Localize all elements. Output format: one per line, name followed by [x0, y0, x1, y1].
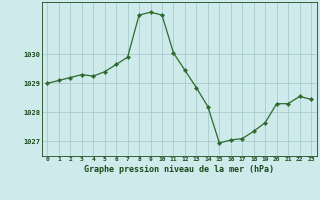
X-axis label: Graphe pression niveau de la mer (hPa): Graphe pression niveau de la mer (hPa)	[84, 165, 274, 174]
